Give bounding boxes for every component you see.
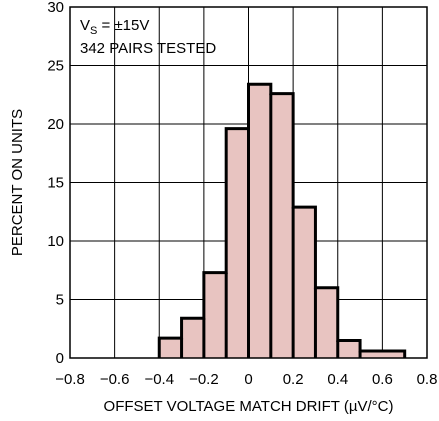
histogram-bar: [226, 128, 249, 358]
histogram-bar: [181, 318, 204, 358]
x-tick-label: 0.2: [283, 371, 304, 388]
annotation-supply: VS = ±15V: [80, 17, 149, 37]
x-tick-label: 0.4: [327, 371, 348, 388]
y-tick-label: 30: [47, 0, 64, 16]
histogram-bar: [293, 207, 316, 358]
x-tick-label: −0.4: [144, 371, 174, 388]
histogram-bars: [159, 84, 405, 358]
y-tick-label: 20: [47, 116, 64, 133]
histogram-bar: [337, 340, 361, 358]
annotation-supply-main: V: [80, 17, 90, 34]
x-tick-label: 0.6: [372, 371, 393, 388]
y-tick-label: 15: [47, 175, 64, 192]
y-tick-labels: 0 5 10 15 20 25 30: [47, 0, 64, 367]
x-tick-label: −0.2: [189, 371, 219, 388]
y-tick-label: 5: [56, 292, 64, 309]
x-tick-label: 0: [244, 371, 252, 388]
y-tick-label: 25: [47, 58, 64, 75]
y-axis-title: PERCENT ON UNITS: [9, 109, 26, 256]
x-tick-labels: −0.8 −0.6 −0.4 −0.2 0 0.2 0.4 0.6 0.8: [55, 371, 437, 388]
histogram-bar: [270, 93, 294, 358]
plot-frame: [69, 6, 428, 359]
histogram-outline: [157, 82, 407, 358]
histogram-bar: [159, 338, 182, 358]
y-tick-label: 10: [47, 233, 64, 250]
y-tick-label: 0: [56, 350, 64, 367]
annotation-pairs: 342 PAIRS TESTED: [80, 40, 216, 57]
histogram-bar: [315, 287, 338, 358]
histogram-bar: [203, 272, 227, 358]
histogram-bar: [360, 350, 405, 358]
x-tick-label: −0.8: [55, 371, 85, 388]
x-tick-label: −0.6: [100, 371, 130, 388]
x-tick-label: 0.8: [417, 371, 438, 388]
annotation-supply-sub: S: [90, 25, 97, 37]
histogram-bar: [248, 84, 271, 358]
x-axis-title: OFFSET VOLTAGE MATCH DRIFT (µV/°C): [104, 398, 394, 415]
histogram-outline-group: [157, 82, 407, 358]
annotation-supply-rest: = ±15V: [97, 17, 149, 34]
